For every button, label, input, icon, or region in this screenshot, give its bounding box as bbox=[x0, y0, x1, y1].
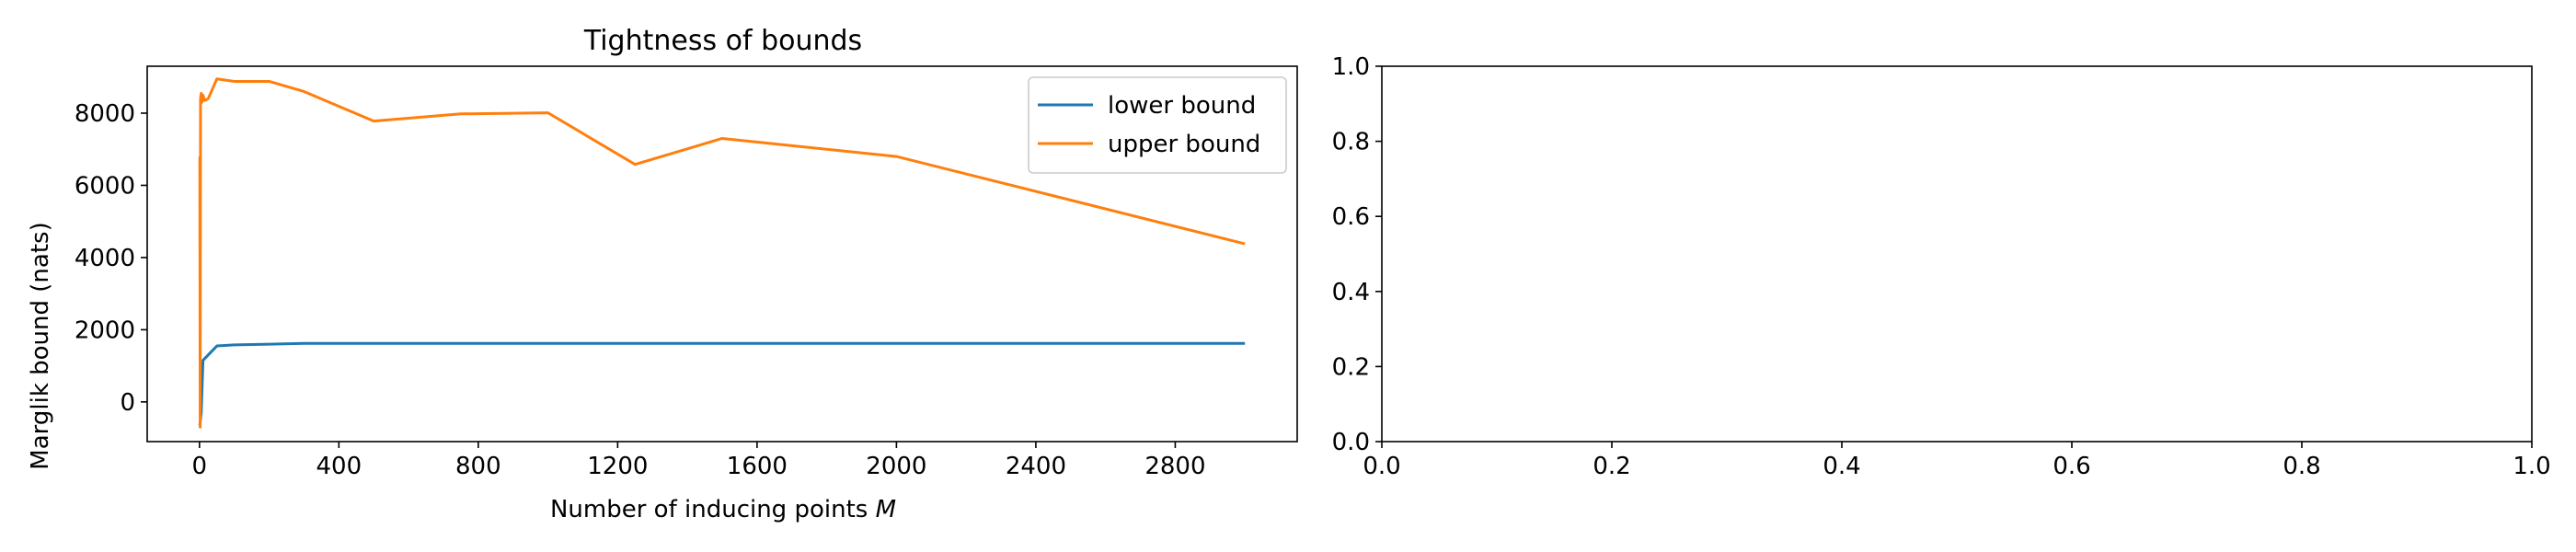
x-tick-label: 1200 bbox=[587, 453, 648, 480]
x-tick-label: 2400 bbox=[1006, 453, 1066, 480]
y-tick-label: 0.4 bbox=[1332, 279, 1370, 306]
x-axis-label-text: Number of inducing points bbox=[550, 496, 868, 523]
y-tick-label: 0 bbox=[120, 389, 135, 417]
plot-frame bbox=[1381, 65, 2533, 443]
x-axis-label-math: M bbox=[876, 496, 896, 523]
y-tick-label: 0.2 bbox=[1332, 353, 1370, 381]
x-tick-label: 0.4 bbox=[1823, 453, 1860, 480]
y-tick-label: 0.6 bbox=[1332, 203, 1370, 231]
x-tick-label: 2000 bbox=[866, 453, 926, 480]
x-tick-label: 400 bbox=[316, 453, 362, 480]
y-tick-label: 8000 bbox=[75, 100, 135, 128]
y-tick-label: 0.0 bbox=[1332, 429, 1370, 456]
left-chart: Tightness of bounds Marglik bound (nats)… bbox=[27, 25, 1298, 523]
right-chart: 0.0 0.2 0.4 0.6 0.8 1.0 0.0 0.2 0.4 0.6 0.8 1.0 bbox=[1332, 53, 2551, 480]
x-tick-label: 0.6 bbox=[2053, 453, 2090, 480]
series-line-1 bbox=[198, 77, 1246, 429]
y-tick-label: 6000 bbox=[75, 172, 135, 200]
legend-label-1: upper bound bbox=[1108, 131, 1260, 158]
series-line-0 bbox=[198, 341, 1246, 426]
x-tick-label: 2800 bbox=[1144, 453, 1205, 480]
legend-label-0: lower bound bbox=[1108, 92, 1256, 120]
y-tick-label: 2000 bbox=[75, 316, 135, 344]
y-axis-label: Marglik bound (nats) bbox=[27, 222, 54, 469]
legend: lower bound upper bound bbox=[1028, 76, 1287, 174]
y-tick-label: 0.8 bbox=[1332, 129, 1370, 156]
x-axis-label: Number of inducing points M bbox=[550, 496, 896, 523]
y-tick-label: 1.0 bbox=[1332, 53, 1370, 81]
x-tick-label: 1600 bbox=[727, 453, 788, 480]
legend-frame bbox=[1028, 76, 1287, 174]
x-tick-label: 0.2 bbox=[1593, 453, 1630, 480]
y-tick-label: 4000 bbox=[75, 245, 135, 272]
x-tick-label: 800 bbox=[455, 453, 501, 480]
x-tick-label: 0.0 bbox=[1363, 453, 1400, 480]
x-tick-label: 0.8 bbox=[2283, 453, 2320, 480]
x-tick-label: 1.0 bbox=[2513, 453, 2550, 480]
plot-frame bbox=[146, 65, 1298, 443]
chart-title: Tightness of bounds bbox=[583, 25, 862, 57]
x-tick-label: 0 bbox=[192, 453, 208, 480]
